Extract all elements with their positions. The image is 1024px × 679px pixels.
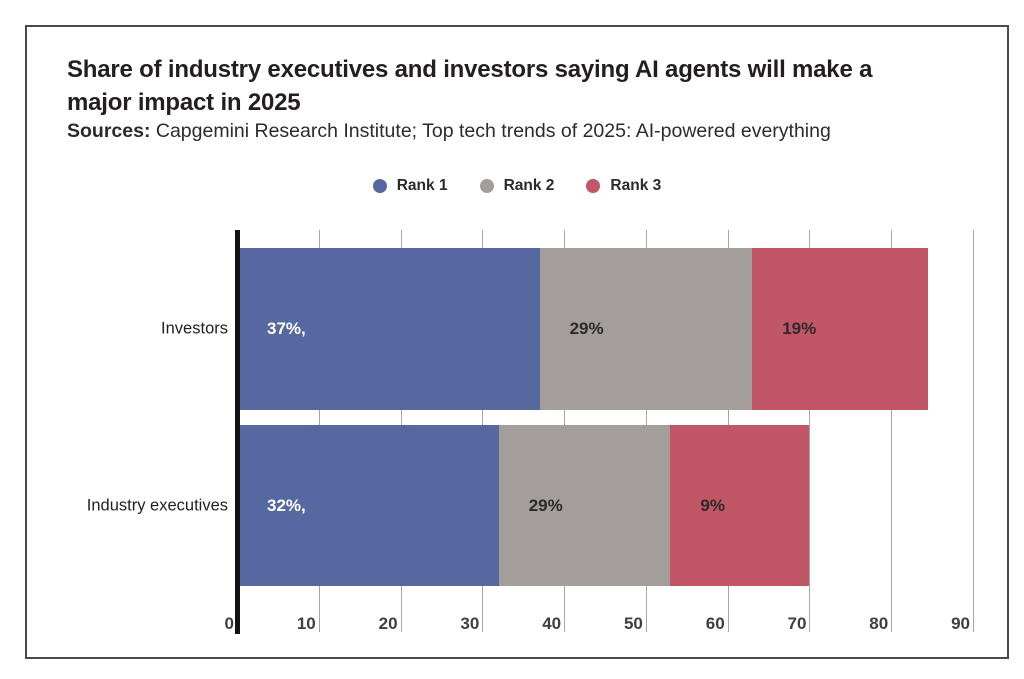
chart-sources: Sources: Capgemini Research Institute; T… [67,119,987,143]
chart-title: Share of industry executives and investo… [67,53,977,119]
bar-value-label: 19% [782,319,817,338]
gridline-x-70 [809,230,811,632]
chart-title-line2: major impact in 2025 [67,89,301,116]
legend-item-label: Rank 1 [396,177,448,194]
bar-row-industry-executives: Industry executives 32%, 29% 9% [87,425,973,586]
bar-segment-rank-3: 19% [752,248,928,410]
x-tick-label: 90 [951,614,970,633]
bar-value-label: 29% [528,495,563,515]
legend-swatch-icon [586,179,601,193]
legend-item-label: Rank 3 [610,177,662,194]
gridline-x-90 [973,230,974,632]
bar-segment-rank-2: 29% [539,248,753,410]
y-axis-line [235,230,240,634]
bar-segment-rank-3: 9% [670,425,810,586]
category-label: Industry executives [86,496,228,514]
bar-segment-rank-1: 32%, [237,425,499,586]
bar-segment-rank-2: 29% [498,425,671,586]
legend-item-rank-2: Rank 2 [479,177,555,195]
x-tick-label: 20 [378,614,398,633]
legend-swatch-icon [479,179,494,193]
x-tick-label: 50 [623,614,643,633]
plot-area: 0 10 20 30 40 50 60 70 80 90 Investors 37%, 29% 19% In… [87,230,974,634]
legend-item-rank-1: Rank 1 [372,177,448,195]
legend: Rank 1 Rank 2 Rank 3 [27,177,1007,195]
gridline-x-80 [891,230,893,632]
bar-value-label: 32%, [267,495,306,515]
x-tick-label: 10 [296,614,316,633]
bar-value-label: 9% [700,495,725,515]
category-label: Investors [161,319,228,338]
sources-label: Sources: [67,120,151,142]
bar-value-label: 29% [569,319,604,338]
legend-item-label: Rank 2 [503,177,555,194]
sources-text: Capgemini Research Institute; Top tech t… [155,120,831,142]
chart-title-line1: Share of industry executives and investo… [67,56,873,83]
x-tick-label: 40 [542,614,562,633]
bar-segment-rank-1: 37%, [237,248,540,410]
x-tick-label: 80 [869,614,889,633]
bar-row-investors: Investors 37%, 29% 19% [161,248,973,410]
x-tick-label: 70 [787,614,807,633]
legend-item-rank-3: Rank 3 [586,177,661,195]
x-tick-label: 0 [224,614,234,633]
x-tick-label: 30 [460,614,480,633]
legend-swatch-icon [372,179,387,193]
chart-frame: Share of industry executives and investo… [25,25,1009,659]
x-tick-label: 60 [705,614,725,633]
bar-value-label: 37%, [267,319,306,338]
